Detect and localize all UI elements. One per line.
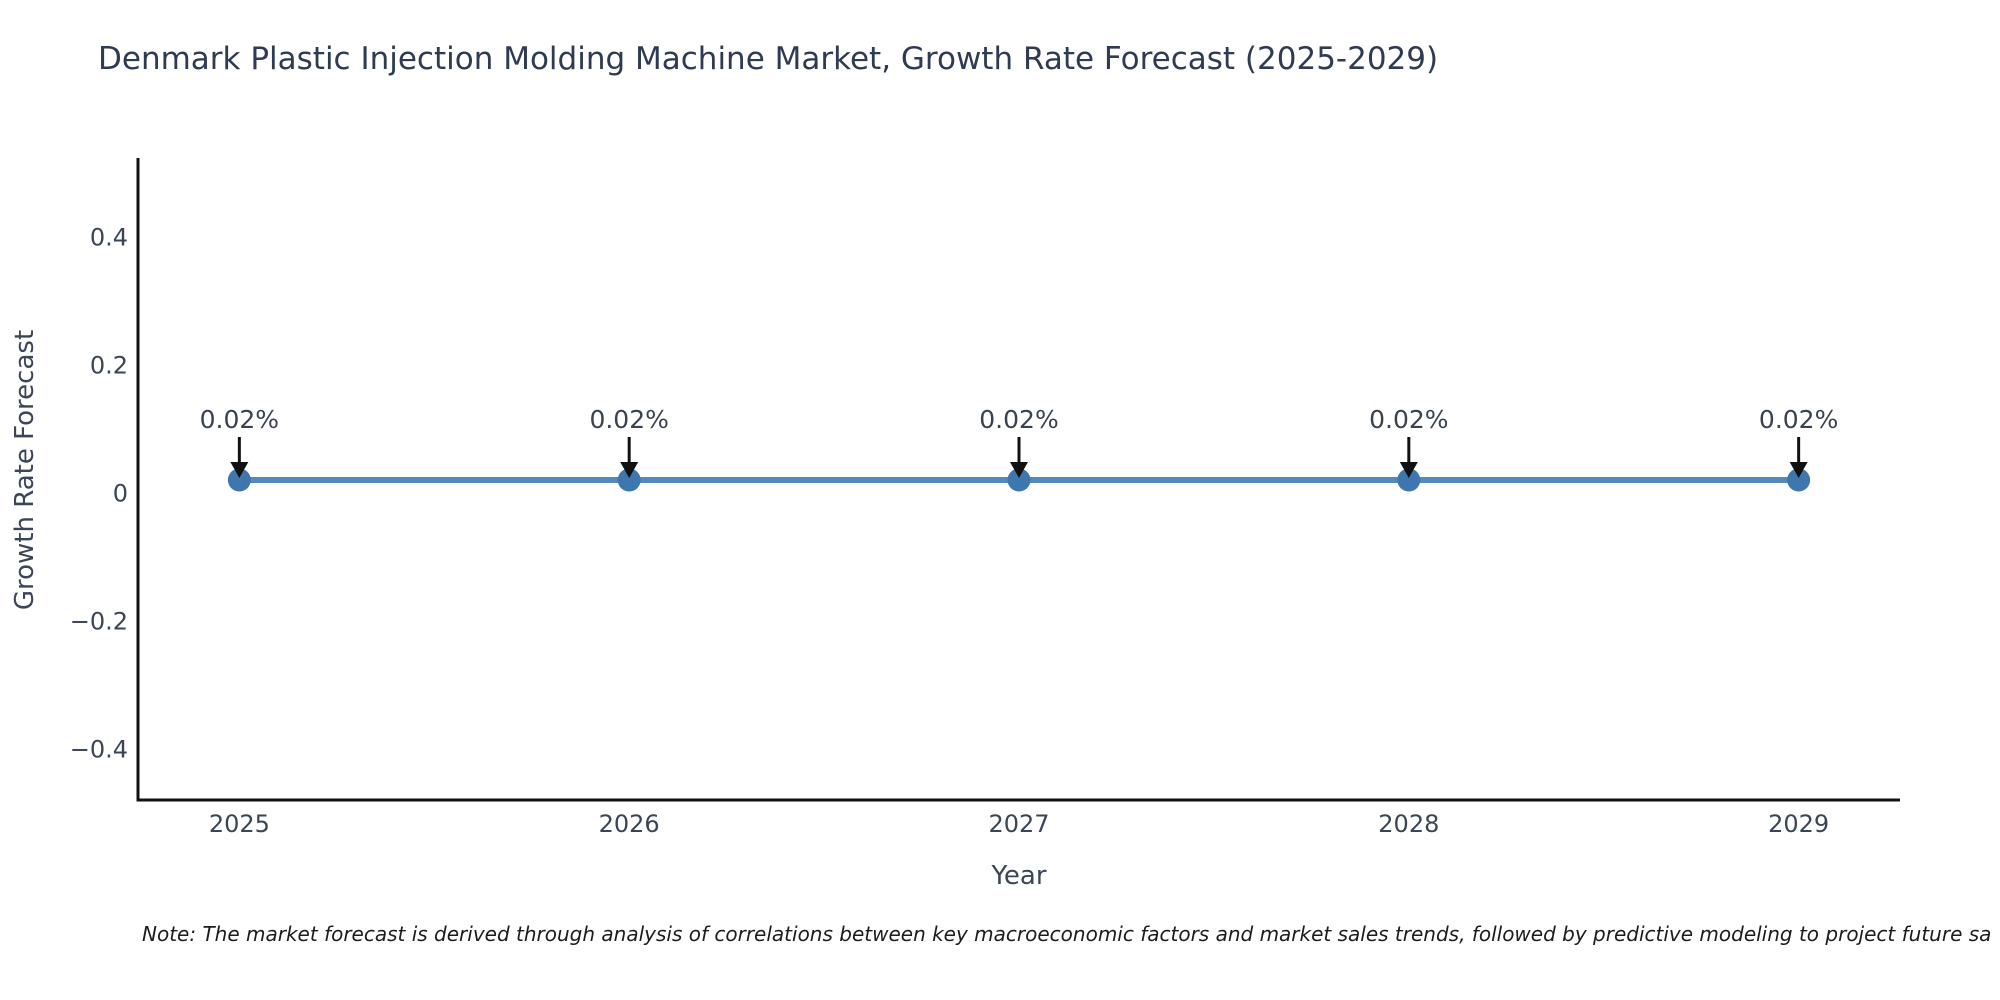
ytick-label: −0.2 bbox=[70, 607, 128, 635]
xtick-label: 2025 bbox=[209, 810, 270, 838]
data-point-marker bbox=[227, 468, 251, 492]
chart-title: Denmark Plastic Injection Molding Machin… bbox=[98, 41, 1439, 77]
ytick-label: −0.4 bbox=[70, 735, 128, 763]
data-point-marker bbox=[1787, 468, 1811, 492]
chart-note: Note: The market forecast is derived thr… bbox=[142, 922, 1992, 946]
ytick-label: 0 bbox=[113, 479, 128, 507]
xtick-label: 2028 bbox=[1378, 810, 1439, 838]
data-point-marker bbox=[1007, 468, 1031, 492]
y-axis-label: Growth Rate Forecast bbox=[10, 329, 40, 611]
annotation-arrow-head bbox=[1399, 462, 1418, 478]
x-axis-label: Year bbox=[991, 861, 1047, 891]
data-point-marker bbox=[1397, 468, 1421, 492]
annotation-label: 0.02% bbox=[1369, 405, 1448, 434]
annotation-arrow-head bbox=[620, 462, 639, 478]
annotation-arrow-head bbox=[230, 462, 249, 478]
annotation-arrow-head bbox=[1010, 462, 1028, 478]
annotation-arrow-head bbox=[1789, 462, 1808, 478]
xtick-label: 2027 bbox=[988, 810, 1049, 838]
xtick-label: 2026 bbox=[599, 810, 660, 838]
annotation-label: 0.02% bbox=[200, 405, 279, 434]
annotation-label: 0.02% bbox=[589, 405, 668, 434]
annotation-label: 0.02% bbox=[1759, 405, 1838, 434]
ytick-label: 0.4 bbox=[90, 223, 128, 251]
data-point-marker bbox=[617, 468, 641, 492]
xtick-label: 2029 bbox=[1768, 810, 1829, 838]
annotation-label: 0.02% bbox=[979, 405, 1058, 434]
ytick-label: 0.2 bbox=[90, 351, 128, 379]
